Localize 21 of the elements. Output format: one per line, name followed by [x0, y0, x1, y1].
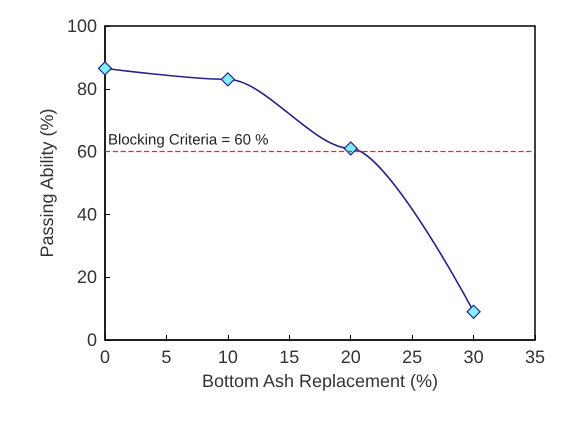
x-tick-label: 5: [161, 347, 172, 367]
x-tick-label: 35: [524, 347, 546, 367]
x-tick-label: 10: [218, 347, 238, 367]
x-tick-label: 0: [100, 347, 110, 367]
y-tick-label: 100: [66, 16, 97, 36]
ref-line-label: Blocking Criteria = 60 %: [108, 132, 268, 149]
y-tick-label: 0: [86, 330, 97, 350]
x-tick-label: 15: [279, 347, 300, 367]
point: [466, 304, 481, 319]
y-tick-label: 60: [76, 142, 97, 162]
point: [344, 141, 358, 156]
y-tick-label: 20: [76, 267, 97, 288]
x-tick-label: 30: [464, 347, 484, 367]
x-tick-label: 25: [402, 347, 422, 367]
point: [98, 61, 112, 76]
x-axis-title: Bottom Ash Replacement (%): [202, 371, 438, 391]
y-tick-label: 40: [76, 204, 97, 224]
y-tick-label: 80: [76, 78, 97, 99]
point: [220, 72, 235, 86]
y-axis-title: Passing Ability (%): [37, 108, 58, 258]
x-tick-label: 20: [340, 347, 361, 367]
